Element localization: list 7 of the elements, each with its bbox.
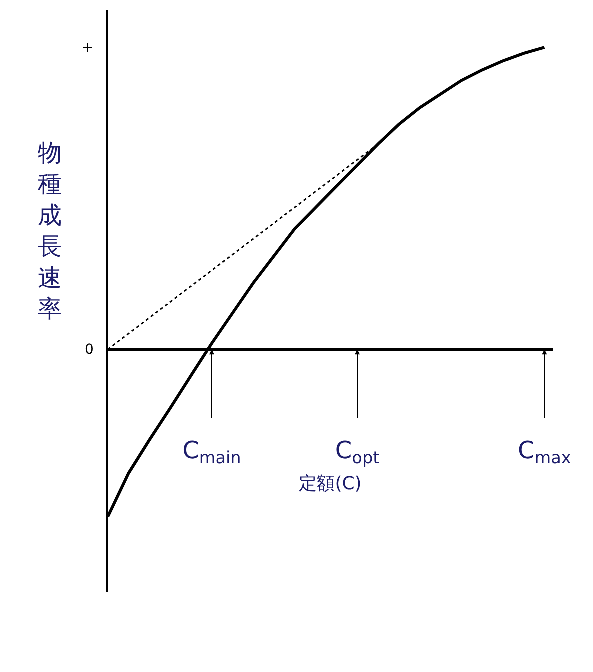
- text: +: [82, 40, 94, 56]
- x-tick-label: C$_{main}$: [182, 436, 242, 468]
- y-axis-title: 物種成長速率: [38, 139, 62, 323]
- x-axis-title: 定額(C): [299, 474, 362, 495]
- x-tick-label: C$_{max}$: [518, 436, 572, 468]
- text: 0: [85, 342, 94, 358]
- x-tick-label: C$_{opt}$: [335, 436, 380, 468]
